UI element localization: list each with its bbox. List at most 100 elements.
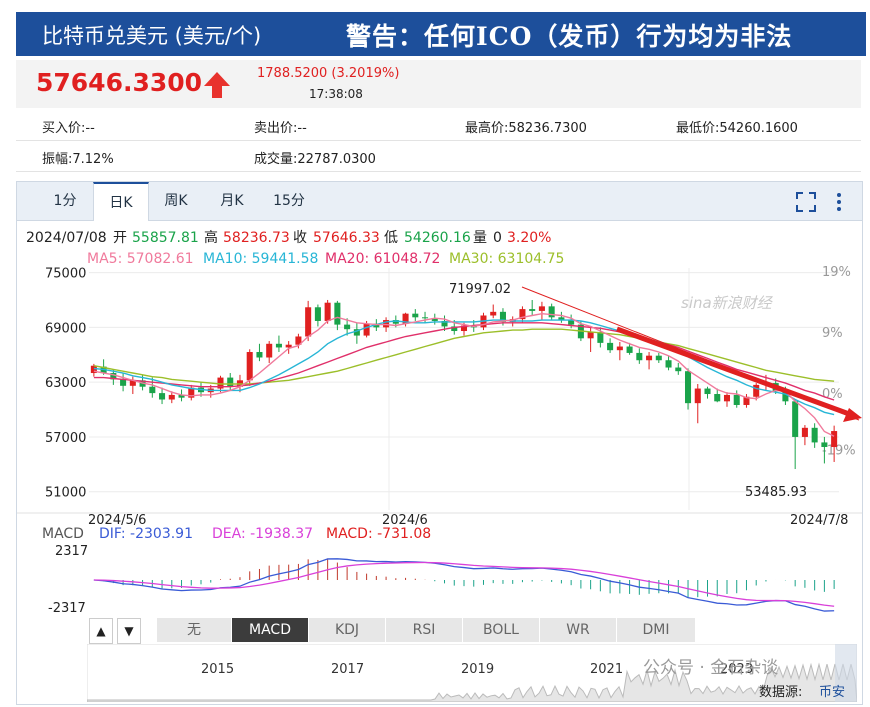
candle-body: [217, 377, 224, 389]
candle-body: [538, 306, 545, 311]
candle-body: [344, 324, 351, 330]
macd-title: MACD: [42, 526, 84, 542]
indicator-none[interactable]: 无: [157, 618, 232, 642]
candle-body: [782, 391, 789, 402]
overview-year-2017: 2017: [331, 662, 364, 677]
candle-body: [665, 360, 672, 368]
tab-weekly-k[interactable]: 周K: [164, 193, 188, 209]
candle-body: [353, 329, 360, 336]
tab-1min[interactable]: 1分: [53, 193, 77, 209]
trend-arrow-shaft: [616, 326, 853, 418]
quote-time: 17:38:08: [309, 87, 363, 101]
scroll-down-button[interactable]: ▼: [117, 618, 141, 644]
candle-body: [685, 371, 692, 404]
ask-price: 卖出价:--: [254, 121, 307, 136]
dif-line: [93, 558, 835, 612]
price-bar: 57646.3300 1788.5200 (3.2019%) 17:38:08: [16, 60, 861, 108]
percent-tick-label: 0%: [822, 387, 843, 402]
open-label: 开: [113, 230, 127, 246]
overview-year-2023: 2023: [720, 662, 753, 677]
high-label: 高: [204, 229, 218, 246]
y-tick-label: 69000: [45, 321, 86, 336]
indicator-kdj[interactable]: KDJ: [309, 618, 386, 642]
up-arrow-icon: [204, 72, 230, 98]
dea-legend: DEA: -1938.37: [212, 526, 313, 542]
fullscreen-icon[interactable]: [795, 191, 817, 213]
ma20-legend: MA20: 61048.72: [325, 251, 440, 267]
candle-body: [616, 346, 623, 351]
y-tick-label: 63000: [45, 376, 86, 391]
candle-body: [275, 343, 282, 348]
percent-tick-label: -19%: [822, 443, 856, 458]
candle-body: [655, 355, 662, 361]
overview-range-handle[interactable]: [835, 644, 857, 702]
candle-body: [743, 396, 750, 405]
bid-price: 买入价:--: [42, 121, 95, 136]
volume-value: 0: [493, 230, 502, 246]
candle-body: [607, 342, 614, 351]
instrument-title: 比特币兑美元 (美元/个): [42, 24, 262, 48]
candle-body: [314, 307, 321, 321]
tab-monthly-k[interactable]: 月K: [220, 193, 244, 209]
candle-body: [646, 355, 653, 361]
trough-label: 53485.93: [745, 485, 807, 500]
candle-body: [139, 380, 146, 387]
candle-body: [373, 323, 380, 328]
candle-body: [295, 336, 302, 345]
candle-body: [363, 323, 370, 336]
indicator-macd[interactable]: MACD: [232, 618, 309, 642]
candle-body: [723, 394, 731, 402]
candle-body: [490, 311, 497, 316]
amplitude: 振幅:7.12%: [42, 152, 114, 167]
candle-body: [587, 331, 594, 339]
low-price: 最低价:54260.1600: [676, 121, 798, 136]
close-value: 57646.33: [313, 230, 380, 246]
candle-body: [392, 320, 399, 324]
candle-body: [324, 302, 331, 321]
candle-body: [558, 317, 565, 321]
candle-body: [694, 388, 701, 404]
candle-body: [227, 377, 234, 387]
candle-body: [110, 373, 117, 380]
indicator-dmi[interactable]: DMI: [617, 618, 696, 642]
price-change: 1788.5200 (3.2019%): [257, 66, 400, 81]
indicator-wr[interactable]: WR: [540, 618, 617, 642]
last-price: 57646.3300: [36, 68, 203, 97]
data-source-name[interactable]: 币安: [819, 685, 845, 700]
sina-watermark: sina新浪财经: [681, 294, 774, 312]
candle-body: [285, 344, 292, 348]
wechat-watermark: 公众号 · 金石杂谈: [643, 658, 778, 678]
candle-body: [519, 309, 526, 320]
x-tick-mid: 2024/6: [382, 513, 428, 528]
indicator-boll[interactable]: BOLL: [463, 618, 540, 642]
y-tick-label: 75000: [45, 267, 86, 282]
dea-line: [93, 561, 835, 607]
candle-body: [402, 313, 409, 324]
history-overview[interactable]: 2015 2017 2019 2021 2023 公众号 · 金石杂谈 数据源:…: [87, 644, 857, 702]
candle-body: [90, 365, 97, 374]
candle-body: [529, 309, 536, 311]
indicator-bar: ▲ ▼ 无 MACD KDJ RSI BOLL WR DMI: [17, 616, 862, 644]
candle-body: [470, 325, 477, 328]
ma30-legend: MA30: 63104.75: [449, 251, 564, 267]
scroll-up-button[interactable]: ▲: [89, 618, 113, 644]
tab-daily-k[interactable]: 日K: [93, 182, 149, 221]
candle-body: [129, 380, 136, 386]
stats-row-1: 买入价:-- 卖出价:-- 最高价:58236.7300 最低价:54260.1…: [16, 110, 861, 141]
candle-body: [480, 315, 487, 328]
candle-body: [207, 388, 214, 393]
candle-body: [246, 352, 253, 381]
peak-trend-line: [521, 286, 860, 421]
candle-body: [801, 427, 808, 437]
candle-body: [197, 387, 205, 393]
tab-15min[interactable]: 15分: [273, 193, 305, 209]
candle-body: [159, 393, 166, 400]
x-tick-end: 2024/7/8: [790, 513, 848, 528]
change-percent: 3.20%: [507, 230, 551, 246]
y-tick-label: 57000: [45, 431, 86, 446]
low-value: 54260.16: [404, 230, 471, 246]
volume: 成交量:22787.0300: [254, 152, 376, 167]
more-options-icon[interactable]: [833, 191, 845, 213]
ma30-line: [93, 328, 835, 385]
indicator-rsi[interactable]: RSI: [386, 618, 463, 642]
